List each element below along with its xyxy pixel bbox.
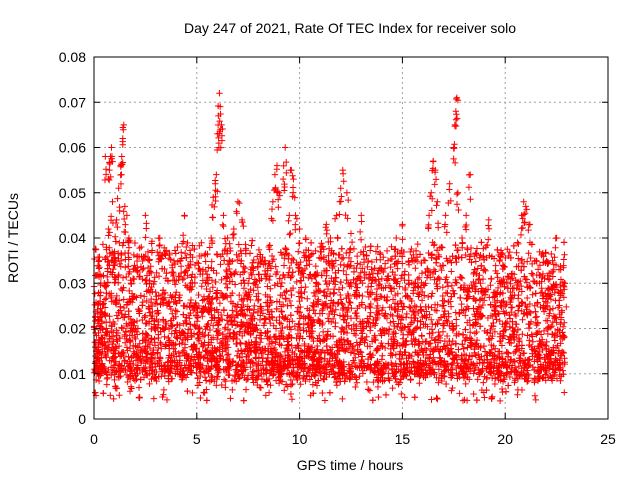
chart-background	[0, 0, 640, 480]
